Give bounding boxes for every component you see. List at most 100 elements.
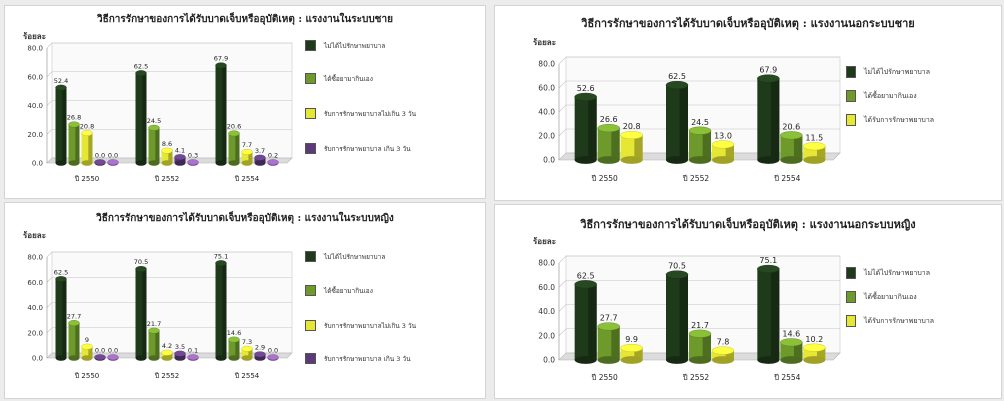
bar-shade [611,326,620,360]
bar-base [241,160,253,166]
chart-title: วิธีการรักษาของการได้รับบาดเจ็บหรืออุบัต… [581,17,915,30]
legend-swatch [846,267,856,279]
y-tick-label: 0.0 [543,156,555,165]
bar-base [780,156,803,164]
legend-label: ได้ซื้อยามากินเอง [864,292,917,301]
data-label: 0.0 [95,151,105,159]
legend-label: รับการรักษาพยาบาลไม่เกิน 3 วัน [324,321,417,330]
data-label: 2.9 [255,344,265,352]
chart-panel-formal-female: วิธีการรักษาของการได้รับบาดเจ็บหรืออุบัต… [4,202,486,399]
data-label: 75.1 [759,256,777,265]
legend-item: ได้ซื้อยามากินเอง [846,291,917,303]
chart-plot: 0.0 20.0 40.0 60.0 80.0 62.5 27.7 9.9 ปี 2550 70.… [538,255,841,382]
bar-top [135,266,147,272]
legend-label: ได้ซื้อยามากินเอง [324,286,373,295]
legend-item: ได้ซื้อยามากินเอง [846,90,917,102]
bar-base [215,160,227,166]
bar-top [55,276,67,283]
bar-top [688,126,712,135]
gridline [558,352,840,361]
bar-base [68,160,80,166]
bar-top [780,338,803,347]
bar-top [187,159,199,166]
legend-swatch [846,315,856,327]
chart-title: วิธีการรักษาของการได้รับบาดเจ็บหรืออุบัต… [580,218,916,231]
y-tick-label: 20.0 [27,131,43,139]
gridline [558,255,840,264]
data-label: 8.6 [162,140,172,148]
bar-base [228,355,240,361]
bar [148,127,160,163]
bar-top [107,354,119,361]
data-label: 0.2 [268,151,278,159]
y-tick-label: 0.0 [32,160,43,168]
chart-plot: 0.020.040.060.080.062.527.790.0 0.0ปี 255… [27,251,293,380]
bar-top [135,70,147,77]
legend-label: ได้ซื้อยามากินเอง [864,91,917,100]
bar-top [81,343,93,350]
data-label: 3.7 [255,147,265,155]
bar-shade [261,157,266,163]
bar-shade [702,130,711,160]
data-label: 75.1 [214,252,228,260]
legend-item: ได้ซื้อยามากินเอง [305,73,373,84]
data-label: 0.0 [108,151,118,159]
y-tick-label: 60.0 [27,279,43,287]
y-tick-label: 80.0 [538,259,555,268]
bar-base [215,355,227,361]
category-label: ปี 2552 [682,174,709,183]
category-label: ปี 2552 [155,372,180,380]
data-label: 9.9 [625,335,638,344]
bar-base [666,156,688,164]
bar [135,268,147,358]
gridline [46,100,292,106]
y-tick-label: 0.0 [32,355,43,363]
gridline [46,251,292,258]
category-label: ปี 2550 [591,373,618,382]
bar-top [161,147,173,154]
legend-swatch [846,90,856,102]
bar-shade [88,346,93,358]
data-label: 70.5 [668,262,686,271]
data-label: 14.6 [782,329,800,338]
chart-plot: 0.0 20.0 40.0 60.0 80.0 52.6 26.6 20.8 ปี 2550 62… [538,56,841,183]
gridline [46,42,292,49]
bar-base [597,356,620,364]
bar-base [174,160,186,166]
data-label: 62.5 [577,271,595,280]
bar-shade [770,268,780,360]
y-axis-label: ร้อยละ [533,236,556,246]
gridline [558,104,840,113]
bar-shade [634,347,643,360]
bar-base [620,156,643,164]
y-axis-label: ร้อยละ [23,31,46,41]
bar-base [757,156,780,164]
legend-swatch [305,353,316,364]
bar-shade [222,65,227,163]
bar-top [215,62,227,69]
bar-top [757,74,780,83]
data-label: 67.9 [759,66,777,75]
bar-top [228,130,240,137]
bar [215,65,227,163]
bar-top [757,264,780,273]
y-tick-label: 60.0 [538,84,555,93]
y-tick-label: 60.0 [27,73,43,81]
data-label: 7.3 [242,338,252,346]
chart-title: วิธีการรักษาของการได้รับบาดเจ็บหรืออุบัต… [97,14,393,25]
legend-label: ได้รับการรักษาพยาบาล [864,316,935,325]
data-label: 62.5 [668,72,686,81]
y-tick-label: 80.0 [538,60,555,69]
bar-top [254,351,266,358]
gridline [558,152,840,161]
bar [55,279,67,358]
data-label: 9 [85,336,89,344]
data-label: 7.8 [717,338,730,347]
bar-shade [142,73,147,163]
bar-top [161,349,173,356]
bar [55,87,67,163]
data-label: 27.7 [67,312,81,320]
legend-item: รับการรักษาพยาบาล เกิน 3 วัน [305,353,411,364]
bar [81,346,93,358]
bar-top [148,327,160,334]
